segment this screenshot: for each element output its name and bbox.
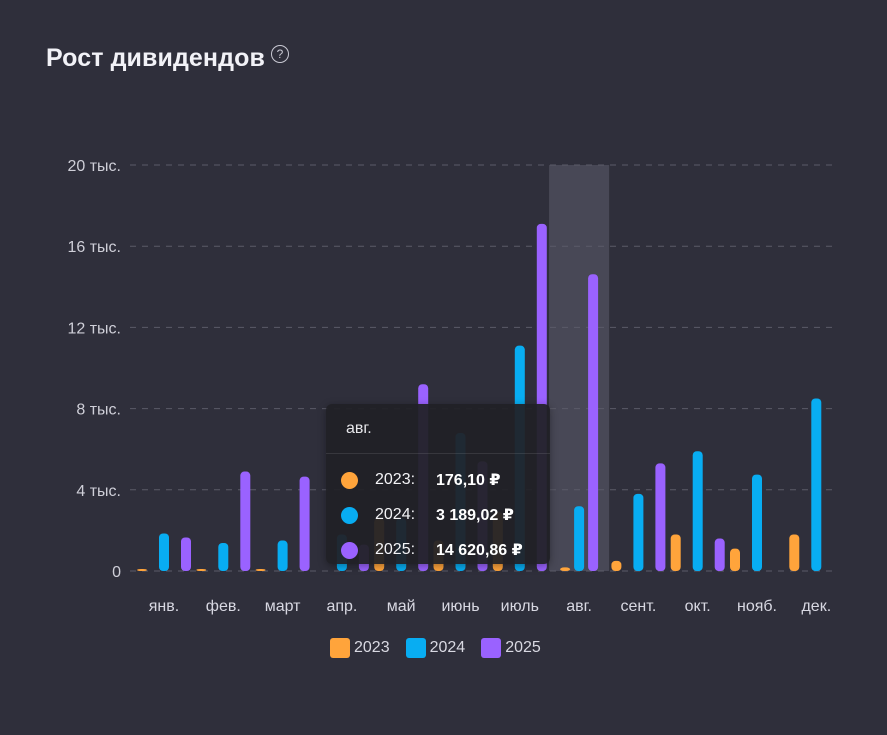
- tooltip-year-2025: 2025:: [375, 541, 416, 558]
- bar-2025[interactable]: [181, 537, 191, 571]
- chart-title: Рост дивидендов: [46, 44, 265, 72]
- legend-item-2025[interactable]: 2025: [481, 638, 541, 658]
- bar-2023[interactable]: [611, 560, 622, 571]
- x-tick-label: июнь: [441, 598, 479, 615]
- tooltip-dot-2023: [341, 471, 358, 489]
- bar-2024[interactable]: [633, 493, 644, 571]
- highlight-column: [549, 165, 610, 571]
- legend-label-2024: 2024: [429, 639, 466, 656]
- x-tick-label: окт.: [685, 598, 711, 615]
- chart-tooltip: авг. 2023: 176,10 ₽ 2024: 3 189,02 ₽ 202…: [326, 404, 550, 564]
- bar-2024[interactable]: [574, 506, 585, 571]
- legend-label-2023: 2023: [354, 639, 390, 656]
- bar-2024[interactable]: [277, 540, 288, 571]
- x-tick-label: нояб.: [737, 598, 777, 615]
- bar-2024[interactable]: [752, 474, 762, 571]
- y-tick-label: 20 тыс.: [67, 158, 121, 175]
- tooltip-row-2023: 2023: 176,10 ₽: [341, 468, 501, 492]
- tooltip-dot-2024: [341, 506, 358, 524]
- legend-swatch-2023: [330, 638, 350, 658]
- tooltip-dot-2025: [341, 541, 358, 559]
- bar-2024[interactable]: [159, 533, 169, 571]
- legend-label-2025: 2025: [505, 639, 541, 656]
- x-tick-label: июль: [501, 598, 539, 615]
- tooltip-value-2024: 3 189,02 ₽: [436, 507, 514, 524]
- tooltip-title: авг.: [326, 404, 550, 454]
- x-tick-label: фев.: [206, 598, 241, 615]
- x-tick-label: сент.: [621, 598, 657, 615]
- card-header: Рост дивидендов ?: [46, 44, 289, 73]
- y-tick-label: 16 тыс.: [67, 239, 121, 256]
- tooltip-value-2023: 176,10 ₽: [436, 472, 501, 489]
- x-tick-label: март: [265, 598, 301, 615]
- bar-2023[interactable]: [670, 534, 681, 571]
- help-icon[interactable]: ?: [270, 45, 289, 63]
- bar-2024[interactable]: [218, 542, 229, 571]
- legend-item-2023[interactable]: 2023: [330, 638, 390, 658]
- y-tick-label: 4 тыс.: [76, 483, 121, 500]
- y-tick-label: 12 тыс.: [67, 320, 121, 337]
- bar-2023[interactable]: [789, 534, 800, 571]
- x-tick-label: авг.: [566, 598, 592, 615]
- legend-swatch-2025: [481, 638, 502, 658]
- bar-2023[interactable]: [255, 569, 266, 571]
- bar-2024[interactable]: [692, 451, 703, 571]
- tooltip-row-2025: 2025: 14 620,86 ₽: [341, 538, 523, 562]
- y-tick-label: 0: [112, 564, 121, 581]
- bar-2025[interactable]: [655, 463, 666, 571]
- bar-2025[interactable]: [588, 274, 599, 571]
- tooltip-row-2024: 2024: 3 189,02 ₽: [341, 503, 514, 527]
- bar-2025[interactable]: [714, 538, 725, 571]
- x-tick-label: май: [387, 598, 416, 615]
- bar-2023[interactable]: [560, 567, 571, 571]
- x-tick-label: дек.: [801, 598, 831, 615]
- bar-2024[interactable]: [811, 398, 822, 571]
- bar-2023[interactable]: [196, 569, 207, 571]
- legend-swatch-2024: [405, 638, 426, 658]
- legend-item-2024[interactable]: 2024: [405, 638, 466, 658]
- y-tick-label: 8 тыс.: [76, 402, 121, 419]
- tooltip-year-2023: 2023:: [375, 471, 416, 488]
- chart-legend: 2023 2024 2025: [330, 638, 541, 658]
- bar-2025[interactable]: [299, 476, 310, 571]
- bar-2025[interactable]: [240, 471, 251, 571]
- bar-2023[interactable]: [137, 569, 147, 571]
- x-tick-label: апр.: [326, 598, 357, 615]
- bar-2023[interactable]: [730, 548, 740, 571]
- tooltip-year-2024: 2024:: [375, 506, 416, 523]
- tooltip-value-2025: 14 620,86 ₽: [436, 542, 523, 559]
- x-tick-label: янв.: [149, 598, 179, 615]
